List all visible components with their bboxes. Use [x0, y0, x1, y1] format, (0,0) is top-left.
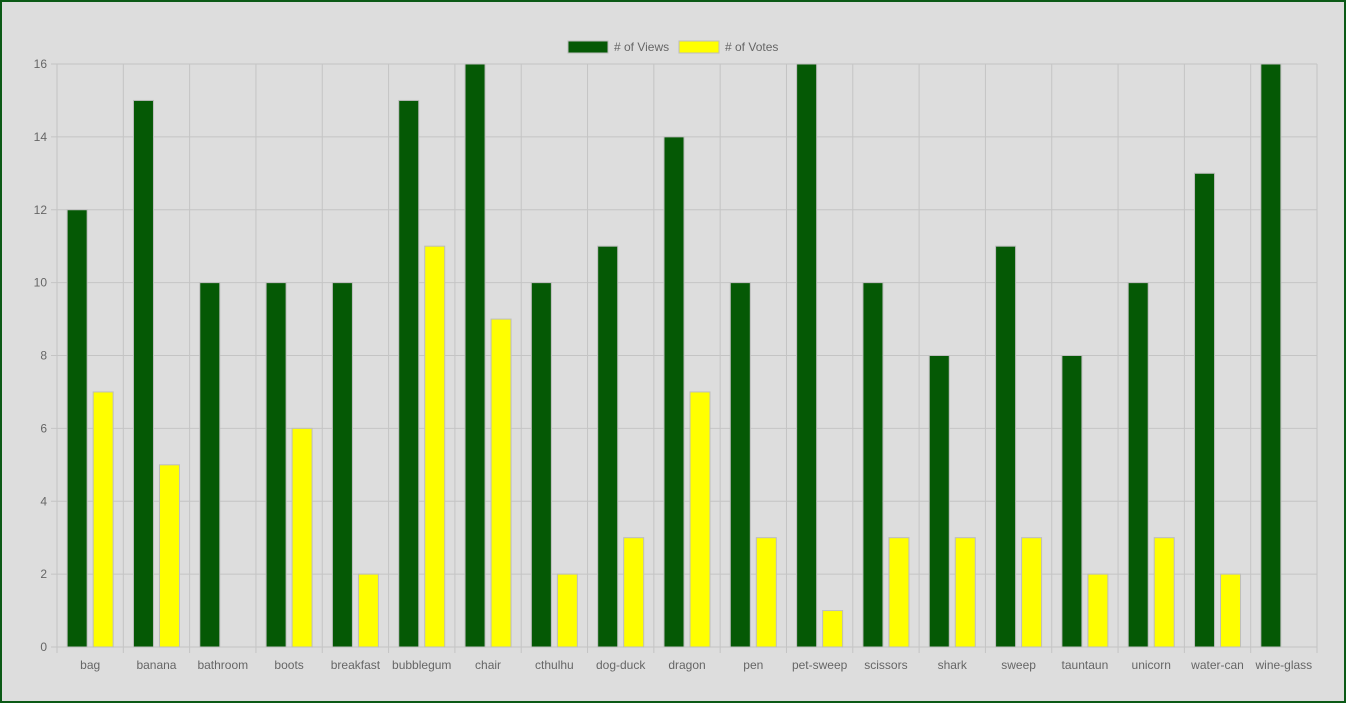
- legend-swatch-votes: [678, 40, 720, 54]
- views-bar-cthulhu: [530, 282, 552, 648]
- votes-bar-dog-duck: [623, 537, 645, 648]
- y-tick-label: 8: [40, 349, 47, 363]
- x-tick-label-water-can: water-can: [1190, 658, 1244, 672]
- x-tick-label-bag: bag: [80, 658, 100, 672]
- x-tick-label-wine-glass: wine-glass: [1254, 658, 1312, 672]
- x-tick-label-breakfast: breakfast: [331, 658, 381, 672]
- votes-bar-chair: [490, 318, 512, 648]
- views-bar-pet-sweep: [796, 63, 818, 648]
- votes-bar-bag: [92, 391, 114, 648]
- y-tick-label: 14: [34, 130, 48, 144]
- votes-bar-banana: [158, 464, 180, 648]
- x-tick-label-pet-sweep: pet-sweep: [792, 658, 848, 672]
- x-tick-label-bathroom: bathroom: [197, 658, 248, 672]
- votes-bar-tauntaun: [1087, 573, 1109, 648]
- votes-bar-bubblegum: [424, 245, 446, 648]
- x-tick-label-unicorn: unicorn: [1132, 658, 1171, 672]
- votes-bar-pen: [755, 537, 777, 648]
- x-tick-label-dog-duck: dog-duck: [596, 658, 646, 672]
- x-tick-label-pen: pen: [743, 658, 763, 672]
- views-bar-sweep: [995, 245, 1017, 648]
- views-bar-unicorn: [1127, 282, 1149, 648]
- views-bar-shark: [928, 355, 950, 648]
- votes-bar-dragon: [689, 391, 711, 648]
- votes-bar-scissors: [888, 537, 910, 648]
- y-tick-label: 16: [34, 57, 48, 71]
- x-tick-label-tauntaun: tauntaun: [1062, 658, 1109, 672]
- votes-bar-sweep: [1021, 537, 1043, 648]
- views-bar-water-can: [1194, 172, 1216, 648]
- y-tick-label: 4: [40, 494, 47, 508]
- legend-label-votes: # of Votes: [725, 40, 778, 54]
- views-bar-scissors: [862, 282, 884, 648]
- votes-bar-unicorn: [1153, 537, 1175, 648]
- votes-bar-breakfast: [357, 573, 379, 648]
- y-tick-label: 2: [40, 567, 47, 581]
- legend-swatch-views: [567, 40, 609, 54]
- views-bar-boots: [265, 282, 287, 648]
- legend-label-views: # of Views: [614, 40, 669, 54]
- x-tick-label-banana: banana: [136, 658, 176, 672]
- views-bar-bag: [66, 209, 88, 648]
- x-tick-label-cthulhu: cthulhu: [535, 658, 574, 672]
- views-bar-pen: [729, 282, 751, 648]
- votes-bar-pet-sweep: [822, 610, 844, 648]
- views-bar-bathroom: [199, 282, 221, 648]
- x-tick-label-dragon: dragon: [668, 658, 705, 672]
- views-bar-chair: [464, 63, 486, 648]
- x-tick-label-scissors: scissors: [864, 658, 907, 672]
- x-tick-label-shark: shark: [938, 658, 968, 672]
- y-tick-label: 12: [34, 203, 48, 217]
- votes-bar-cthulhu: [556, 573, 578, 648]
- x-tick-label-boots: boots: [274, 658, 303, 672]
- y-tick-label: 10: [34, 276, 48, 290]
- votes-bar-shark: [954, 537, 976, 648]
- views-bar-dog-duck: [597, 245, 619, 648]
- y-tick-label: 0: [40, 640, 47, 654]
- x-tick-label-sweep: sweep: [1001, 658, 1036, 672]
- votes-bar-water-can: [1220, 573, 1242, 648]
- x-tick-label-bubblegum: bubblegum: [392, 658, 451, 672]
- views-bar-breakfast: [331, 282, 353, 648]
- votes-bar-boots: [291, 427, 313, 648]
- views-bar-banana: [132, 99, 154, 648]
- y-tick-label: 6: [40, 421, 47, 435]
- x-tick-label-chair: chair: [475, 658, 501, 672]
- views-bar-dragon: [663, 136, 685, 648]
- views-bar-bubblegum: [398, 99, 420, 648]
- views-bar-wine-glass: [1260, 63, 1282, 648]
- views-bar-tauntaun: [1061, 355, 1083, 648]
